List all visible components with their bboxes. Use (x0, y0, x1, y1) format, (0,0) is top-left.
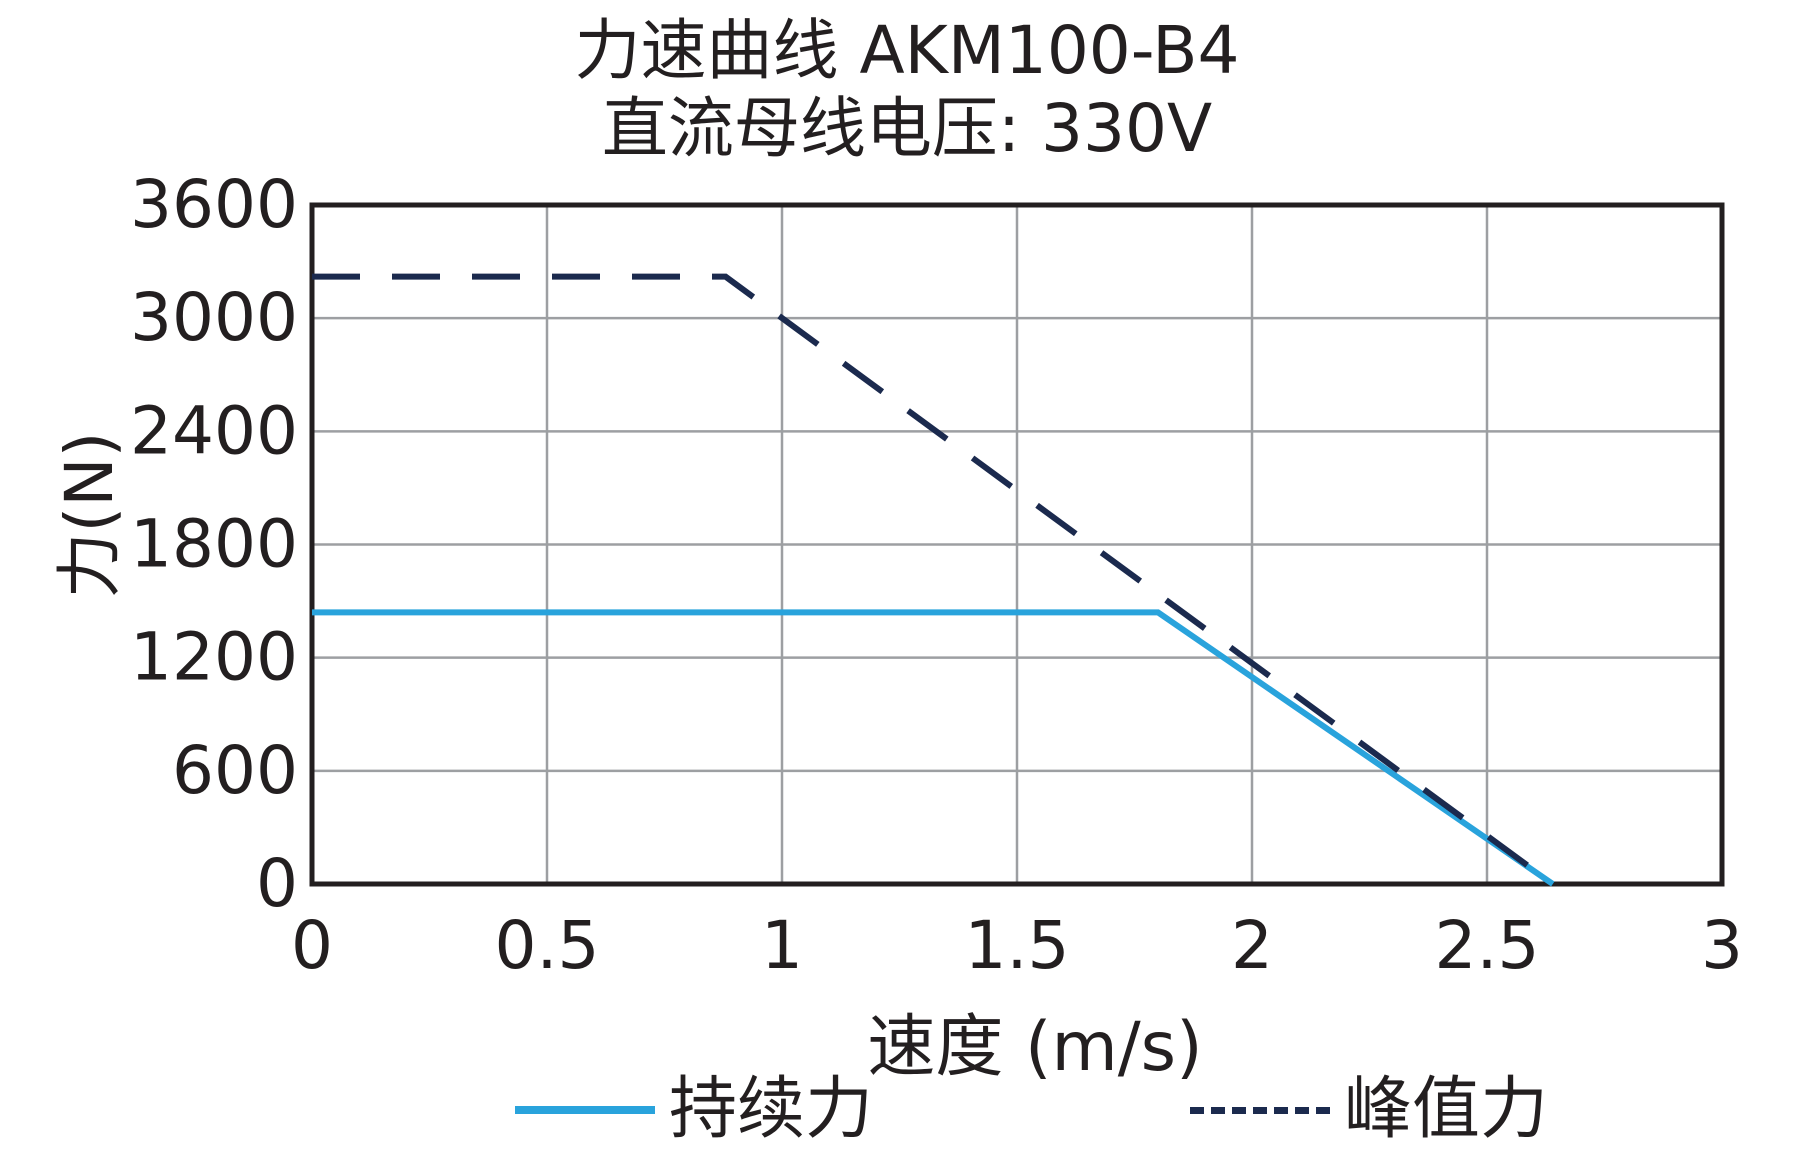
x-tick-label-2: 1 (761, 907, 803, 984)
series-line-1 (312, 273, 1555, 887)
legend-label-peak: 峰值力 (1344, 1070, 1549, 1149)
legend-item-continuous: 持续力 (515, 1070, 873, 1150)
chart-title: 力速曲线 AKM100-B4 (574, 12, 1240, 89)
y-tick-label-1: 600 (172, 732, 298, 809)
y-tick-label-2: 1200 (130, 619, 298, 696)
legend-label-continuous: 持续力 (669, 1070, 874, 1149)
x-axis-label: 速度 (m/s) (867, 1008, 1202, 1087)
y-tick-label-6: 3600 (130, 166, 298, 243)
x-tick-label-1: 0.5 (495, 907, 600, 984)
legend-swatch-peak (1190, 1106, 1330, 1114)
x-tick-labels: 0 0.5 1 1.5 2 2.5 3 (291, 907, 1743, 984)
y-tick-label-0: 0 (256, 845, 298, 922)
legend-item-peak: 峰值力 (1190, 1070, 1548, 1150)
y-tick-label-4: 2400 (130, 392, 298, 469)
plot-frame (309, 202, 1725, 887)
x-tick-label-3: 1.5 (965, 907, 1070, 984)
chart-subtitle: 直流母线电压: 330V (601, 90, 1213, 167)
series-line-0 (312, 609, 1555, 887)
series-lines (312, 273, 1555, 887)
x-tick-label-4: 2 (1231, 907, 1273, 984)
x-tick-label-0: 0 (291, 907, 333, 984)
y-tick-label-3: 1800 (130, 506, 298, 583)
x-tick-label-5: 2.5 (1435, 907, 1540, 984)
y-tick-label-5: 3000 (130, 279, 298, 356)
x-tick-label-6: 3 (1701, 907, 1743, 984)
grid-lines (310, 203, 1724, 886)
legend-swatch-continuous (515, 1106, 655, 1114)
y-tick-labels: 0 600 1200 1800 2400 3000 3600 (130, 166, 298, 922)
y-axis-label: 力(N) (51, 432, 128, 599)
